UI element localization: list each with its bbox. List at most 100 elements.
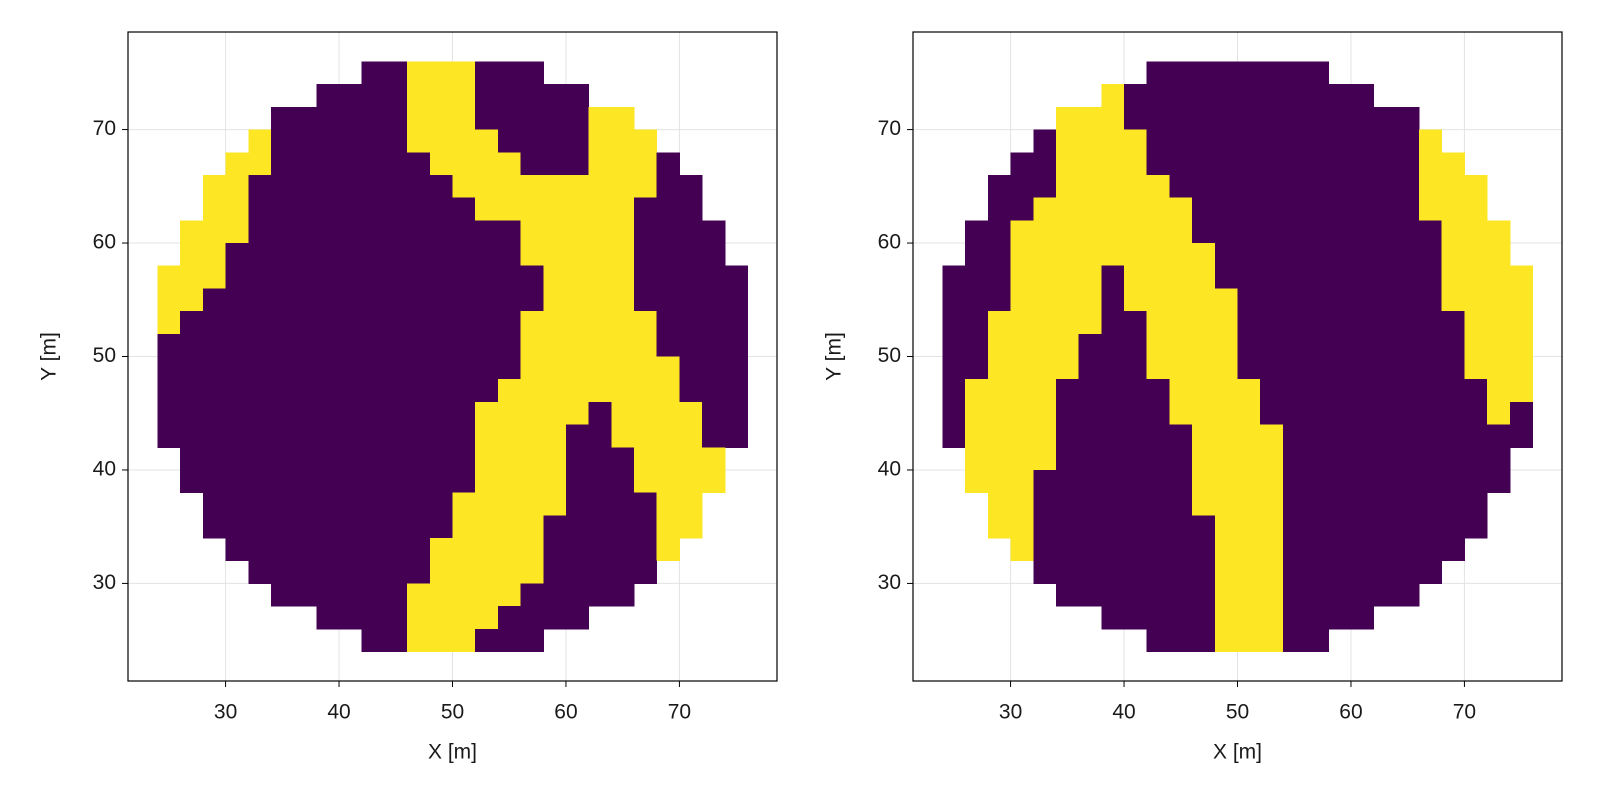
heatmap-cell bbox=[1124, 152, 1148, 176]
heatmap-cell bbox=[565, 84, 590, 108]
heatmap-cell bbox=[225, 243, 249, 267]
heatmap-cell bbox=[1101, 197, 1125, 221]
heatmap-cell bbox=[702, 356, 726, 380]
heatmap-cell bbox=[475, 447, 499, 471]
heatmap-cell bbox=[270, 379, 295, 403]
heatmap-cell bbox=[1441, 174, 1465, 199]
heatmap-cell bbox=[634, 129, 658, 153]
x-tick-label: 40 bbox=[327, 701, 350, 724]
heatmap-cell bbox=[1192, 106, 1216, 131]
heatmap-cell bbox=[1260, 106, 1284, 131]
heatmap-cell bbox=[1055, 265, 1080, 289]
heatmap-cell bbox=[634, 243, 658, 267]
heatmap-cell bbox=[1305, 174, 1329, 199]
heatmap-cell bbox=[1214, 401, 1238, 426]
heatmap-cell bbox=[543, 469, 567, 494]
heatmap-cell bbox=[157, 311, 181, 335]
heatmap-cell bbox=[316, 492, 340, 516]
heatmap-cell bbox=[588, 356, 612, 380]
heatmap-cell bbox=[965, 447, 989, 471]
heatmap-cell bbox=[1101, 515, 1125, 539]
heatmap-cell bbox=[475, 606, 499, 630]
heatmap-cell bbox=[452, 220, 476, 244]
heatmap-cell bbox=[225, 152, 249, 176]
heatmap-cell bbox=[475, 129, 499, 153]
heatmap-cell bbox=[497, 515, 522, 539]
heatmap-cell bbox=[1260, 469, 1284, 494]
heatmap-cell bbox=[1010, 492, 1034, 516]
heatmap-cell bbox=[1260, 628, 1284, 652]
heatmap-cell bbox=[656, 492, 680, 516]
heatmap-cell bbox=[316, 288, 340, 312]
heatmap-cell bbox=[1419, 197, 1443, 221]
heatmap-cell bbox=[316, 243, 340, 267]
heatmap-cell bbox=[1169, 401, 1193, 426]
heatmap-cell bbox=[724, 265, 748, 289]
heatmap-cell bbox=[339, 265, 363, 289]
heatmap-cell bbox=[429, 333, 453, 357]
heatmap-cell bbox=[452, 106, 476, 131]
heatmap-cell bbox=[1033, 220, 1057, 244]
heatmap-cell bbox=[452, 356, 476, 380]
heatmap-cell bbox=[202, 424, 227, 448]
heatmap-cell bbox=[1101, 379, 1125, 403]
heatmap-cell bbox=[316, 265, 340, 289]
heatmap-cell bbox=[384, 288, 408, 312]
heatmap-cell bbox=[1305, 152, 1329, 176]
heatmap-cell bbox=[520, 152, 544, 176]
heatmap-cell bbox=[1101, 265, 1125, 289]
heatmap-cell bbox=[384, 174, 408, 199]
heatmap-cell bbox=[361, 606, 385, 630]
heatmap-cell bbox=[157, 356, 181, 380]
heatmap-cell bbox=[1237, 61, 1261, 85]
heatmap-cell bbox=[656, 243, 680, 267]
heatmap-cell bbox=[1146, 538, 1170, 562]
heatmap-cell bbox=[1101, 560, 1125, 584]
heatmap-cell bbox=[293, 492, 317, 516]
heatmap-cell bbox=[452, 379, 476, 403]
heatmap-cell bbox=[202, 197, 227, 221]
heatmap-cell bbox=[1010, 447, 1034, 471]
heatmap-cell bbox=[1282, 515, 1307, 539]
heatmap-cell bbox=[1441, 197, 1465, 221]
heatmap-cell bbox=[656, 401, 680, 426]
heatmap-cell bbox=[520, 174, 544, 199]
heatmap-cell bbox=[1396, 492, 1420, 516]
heatmap-cell bbox=[724, 356, 748, 380]
heatmap-cell bbox=[1509, 311, 1533, 335]
heatmap-cell bbox=[1237, 265, 1261, 289]
heatmap-cell bbox=[270, 401, 295, 426]
heatmap-cell bbox=[384, 583, 408, 607]
heatmap-cell bbox=[611, 333, 635, 357]
heatmap-cell bbox=[656, 265, 680, 289]
heatmap-cell bbox=[225, 469, 249, 494]
heatmap-cell bbox=[429, 538, 453, 562]
y-tick-label: 60 bbox=[878, 231, 901, 254]
heatmap-cell bbox=[497, 265, 522, 289]
y-tick-label: 60 bbox=[93, 231, 116, 254]
plot: 30 40 50 60 70 30 40 50 60 70 X [m] Y [m] bbox=[38, 31, 778, 764]
heatmap-cell bbox=[293, 288, 317, 312]
heatmap-cell bbox=[1350, 469, 1375, 494]
heatmap-cell bbox=[611, 243, 635, 267]
heatmap-cell bbox=[225, 333, 249, 357]
heatmap-cell bbox=[1101, 583, 1125, 607]
heatmap-cell bbox=[452, 401, 476, 426]
heatmap-cell bbox=[1373, 333, 1397, 357]
heatmap-cell bbox=[1419, 288, 1443, 312]
heatmap-cell bbox=[316, 333, 340, 357]
heatmap-cell bbox=[1396, 447, 1420, 471]
heatmap-cell bbox=[1214, 447, 1238, 471]
heatmap-cell bbox=[987, 243, 1012, 267]
heatmap-cell bbox=[679, 424, 703, 448]
heatmap-cell bbox=[475, 288, 499, 312]
heatmap-cell bbox=[1419, 220, 1443, 244]
heatmap-cell bbox=[1078, 311, 1102, 335]
heatmap-cell bbox=[1328, 84, 1352, 108]
heatmap-cell bbox=[1305, 265, 1329, 289]
heatmap-cell bbox=[724, 424, 748, 448]
heatmap-cell bbox=[452, 606, 476, 630]
heatmap-cell bbox=[1124, 106, 1148, 131]
heatmap-cell bbox=[1282, 538, 1307, 562]
heatmap-cell bbox=[1464, 265, 1488, 289]
